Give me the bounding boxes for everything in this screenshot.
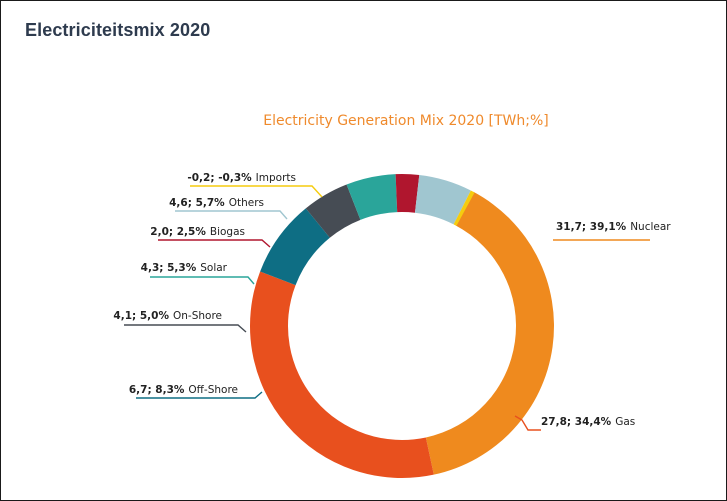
label-name-solar: Solar bbox=[200, 262, 227, 274]
page-title: Electriciteitsmix 2020 bbox=[25, 20, 211, 40]
label-gas: 27,8; 34,4% Gas bbox=[541, 416, 635, 428]
label-value-gas: 27,8; 34,4% bbox=[541, 416, 612, 428]
label-imports: -0,2; -0,3% Imports bbox=[187, 172, 296, 184]
slice-imports bbox=[453, 190, 475, 226]
label-solar: 4,3; 5,3% Solar bbox=[141, 262, 228, 274]
label-value-imports: -0,2; -0,3% bbox=[187, 172, 252, 184]
slice-solar bbox=[346, 174, 398, 220]
label-name-on-shore: On-Shore bbox=[173, 310, 222, 322]
label-value-biogas: 2,0; 2,5% bbox=[150, 226, 206, 238]
label-name-off-shore: Off-Shore bbox=[188, 384, 238, 396]
leader-line-solar bbox=[150, 276, 255, 285]
label-nuclear: 31,7; 39,1% Nuclear bbox=[556, 221, 671, 233]
slice-others bbox=[414, 174, 471, 225]
leader-line-on-shore bbox=[124, 324, 247, 333]
slice-gas bbox=[250, 271, 434, 479]
label-name-nuclear: Nuclear bbox=[630, 221, 671, 233]
leader-line-gas bbox=[514, 415, 541, 431]
label-off-shore: 6,7; 8,3% Off-Shore bbox=[129, 384, 238, 396]
label-value-solar: 4,3; 5,3% bbox=[141, 262, 197, 274]
slice-biogas bbox=[395, 174, 420, 213]
leader-line-imports bbox=[190, 185, 323, 198]
chart-title: Electricity Generation Mix 2020 [TWh;%] bbox=[263, 113, 549, 129]
leader-line-off-shore bbox=[136, 391, 263, 399]
slice-nuclear bbox=[425, 191, 555, 475]
label-biogas: 2,0; 2,5% Biogas bbox=[150, 226, 245, 238]
slice-on-shore bbox=[305, 184, 361, 238]
leader-line-biogas bbox=[158, 239, 271, 248]
label-value-others: 4,6; 5,7% bbox=[169, 197, 225, 209]
leader-line-others bbox=[175, 210, 288, 220]
label-name-gas: Gas bbox=[615, 416, 635, 428]
label-name-biogas: Biogas bbox=[210, 226, 245, 238]
slice-off-shore bbox=[260, 208, 330, 286]
slice-labels: 31,7; 39,1% Nuclear 27,8; 34,4% Gas 6,7; 8,3… bbox=[113, 172, 671, 431]
label-name-imports: Imports bbox=[256, 172, 296, 184]
label-others: 4,6; 5,7% Others bbox=[169, 197, 264, 209]
donut-slices bbox=[250, 174, 555, 479]
label-value-on-shore: 4,1; 5,0% bbox=[113, 310, 169, 322]
label-value-nuclear: 31,7; 39,1% bbox=[556, 221, 627, 233]
label-value-off-shore: 6,7; 8,3% bbox=[129, 384, 185, 396]
label-name-others: Others bbox=[229, 197, 264, 209]
label-on-shore: 4,1; 5,0% On-Shore bbox=[113, 310, 222, 322]
